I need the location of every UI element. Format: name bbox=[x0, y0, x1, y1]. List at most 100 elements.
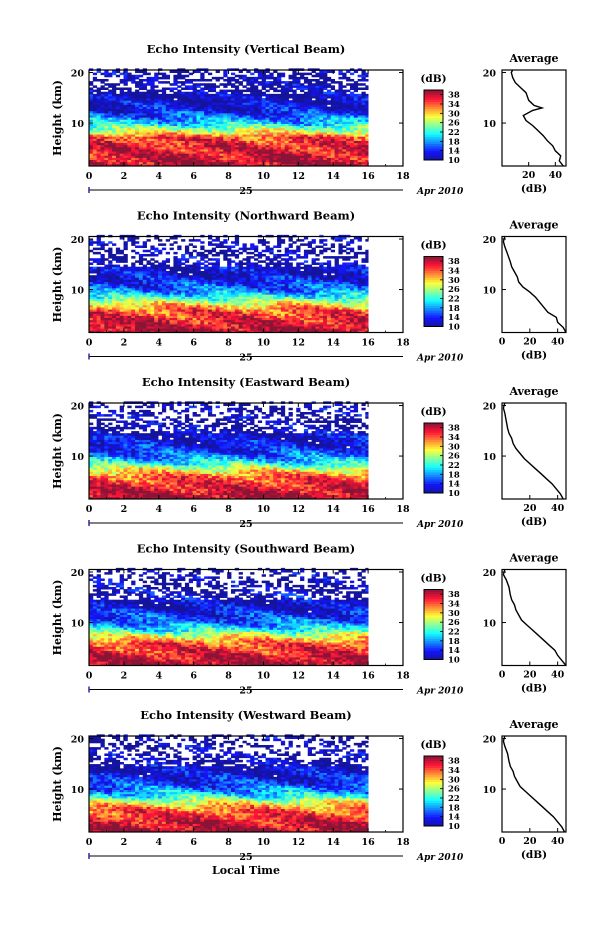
colorbar: 1014182226303438 bbox=[424, 90, 460, 166]
heatmap-cell bbox=[300, 94, 304, 97]
heatmap-cell bbox=[200, 73, 204, 76]
x-tick-label: 8 bbox=[225, 171, 232, 182]
heatmap-cell bbox=[223, 267, 227, 270]
colorbar-tick-label: 10 bbox=[448, 156, 460, 166]
heatmap-cell bbox=[181, 92, 185, 95]
heatmap-cell bbox=[120, 87, 124, 90]
heatmap-cell bbox=[281, 73, 285, 76]
heatmap-cell bbox=[212, 243, 216, 246]
heatmap-cell bbox=[173, 92, 177, 95]
heatmap-cell bbox=[177, 258, 181, 261]
heatmap-cell bbox=[193, 83, 197, 86]
heatmap-cell bbox=[266, 81, 270, 84]
heatmap-cell bbox=[219, 250, 223, 253]
heatmap-cell bbox=[231, 77, 235, 80]
heatmap-cell bbox=[216, 71, 220, 74]
heatmap-cell bbox=[154, 85, 158, 88]
heatmap-cell bbox=[170, 71, 174, 74]
heatmap-cell bbox=[104, 258, 108, 261]
heatmap-cell bbox=[323, 71, 327, 74]
heatmap-cell bbox=[327, 77, 331, 80]
colorbar-segment bbox=[424, 125, 443, 128]
heatmap-cell bbox=[365, 85, 368, 88]
heatmap-cell bbox=[189, 79, 193, 82]
heatmap-cell bbox=[204, 92, 208, 95]
heatmap-cell bbox=[112, 254, 116, 257]
heatmap-cell bbox=[273, 262, 277, 265]
heatmap-cell bbox=[277, 94, 281, 97]
heatmap-cell bbox=[101, 79, 105, 82]
colorbar-tick-label: 14 bbox=[448, 147, 460, 157]
heatmap-cell bbox=[338, 81, 342, 84]
heatmap-cell bbox=[223, 79, 227, 82]
x-tick-label: 6 bbox=[190, 171, 197, 182]
colorbar-tick-label: 22 bbox=[448, 128, 460, 138]
heatmap-cell bbox=[342, 73, 346, 76]
heatmap-cell bbox=[243, 85, 247, 88]
heatmap-cell bbox=[162, 260, 166, 263]
heatmap-cell bbox=[173, 75, 177, 78]
heatmap-cell bbox=[108, 241, 112, 244]
heatmap-cell bbox=[346, 94, 350, 97]
heatmap-cell bbox=[296, 77, 300, 80]
x-tick-label: 0 bbox=[86, 171, 93, 182]
heatmap-cell bbox=[143, 250, 147, 253]
heatmap-cell bbox=[250, 252, 254, 255]
heatmap-cell bbox=[124, 265, 128, 268]
heatmap-cell bbox=[104, 92, 108, 95]
heatmap-cell bbox=[143, 79, 147, 82]
colorbar-segment bbox=[424, 146, 443, 149]
heatmap-cell bbox=[93, 267, 97, 270]
colorbar-segment bbox=[424, 141, 443, 144]
heatmap-cell bbox=[358, 75, 362, 78]
heatmap-cell bbox=[231, 260, 235, 263]
heatmap-cell bbox=[331, 79, 335, 82]
heatmap-cell bbox=[104, 87, 108, 90]
heatmap-cell bbox=[185, 92, 189, 95]
heatmap-cell bbox=[166, 87, 170, 90]
heatmap-cell bbox=[296, 94, 300, 97]
heatmap-cell bbox=[243, 94, 247, 97]
heatmap-cell bbox=[219, 241, 223, 244]
heatmap-cell bbox=[189, 265, 193, 268]
heatmap-cell bbox=[116, 94, 120, 97]
heatmap-cell bbox=[166, 81, 170, 84]
heatmap-cell bbox=[358, 83, 362, 86]
heatmap-cell bbox=[239, 71, 243, 74]
heatmap-cell bbox=[246, 87, 250, 90]
heatmap-cell bbox=[170, 94, 174, 97]
average-x-label: (dB) bbox=[521, 183, 547, 195]
heatmap-cell bbox=[338, 71, 342, 74]
heatmap-cell bbox=[93, 73, 97, 76]
heatmap-cell bbox=[101, 92, 105, 95]
heatmap-cell bbox=[124, 241, 128, 244]
heatmap-cell bbox=[346, 83, 350, 86]
heatmap-cell bbox=[246, 94, 250, 97]
colorbar-segment bbox=[424, 132, 443, 135]
heatmap-cell bbox=[139, 92, 143, 95]
heatmap-cell bbox=[170, 267, 174, 270]
heatmap-cell bbox=[319, 81, 323, 84]
heatmap-cell bbox=[312, 75, 316, 78]
heatmap-cell bbox=[223, 245, 227, 248]
heatmap-cell bbox=[208, 241, 212, 244]
colorbar-segment bbox=[424, 97, 443, 100]
heatmap-cell bbox=[277, 73, 281, 76]
heatmap-cell bbox=[289, 94, 293, 97]
heatmap-cell bbox=[239, 75, 243, 78]
heatmap-cell bbox=[185, 245, 189, 248]
heatmap-cell bbox=[162, 81, 166, 84]
heatmap-cell bbox=[250, 243, 254, 246]
heatmap-cell bbox=[243, 258, 247, 261]
heatmap-cell bbox=[258, 90, 262, 93]
heatmap-cell bbox=[120, 267, 124, 270]
heatmap-cell bbox=[104, 71, 108, 74]
heatmap-cell bbox=[101, 73, 105, 76]
heatmap-cell bbox=[135, 241, 139, 244]
heatmap-cell bbox=[120, 73, 124, 76]
heatmap-cell bbox=[139, 267, 143, 270]
heatmap-cell bbox=[235, 85, 239, 88]
heatmap-cell bbox=[166, 75, 170, 78]
colorbar-tick-label: 18 bbox=[448, 137, 460, 147]
